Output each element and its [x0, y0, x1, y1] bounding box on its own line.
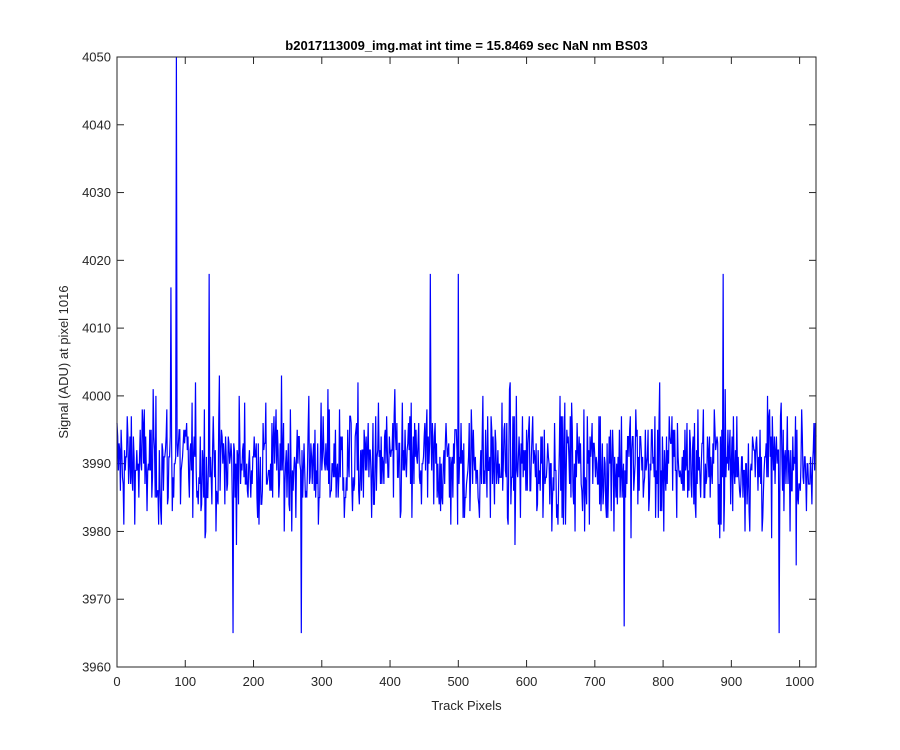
y-tick-label: 4020: [82, 253, 111, 268]
y-tick-label: 4010: [82, 321, 111, 336]
y-tick-label: 4000: [82, 388, 111, 403]
plot-area: [117, 57, 816, 667]
x-tick-label: 500: [447, 674, 469, 689]
chart-title: b2017113009_img.mat int time = 15.8469 s…: [285, 38, 647, 53]
y-tick-label: 3980: [82, 524, 111, 539]
x-tick-label: 200: [243, 674, 265, 689]
y-tick-label: 3960: [82, 660, 111, 675]
x-axis-label: Track Pixels: [431, 698, 502, 713]
x-tick-label: 100: [174, 674, 196, 689]
y-axis-ticks: 3960 3970 3980 3990 4000 4010 4020 4030 4040 4050: [82, 50, 816, 675]
x-tick-label: 700: [584, 674, 606, 689]
x-tick-label: 0: [113, 674, 120, 689]
y-tick-label: 3970: [82, 592, 111, 607]
y-axis-label: Signal (ADU) at pixel 1016: [56, 285, 71, 438]
x-axis-ticks: 0 100 200 300 400 500 600 700 800 900 1000: [113, 57, 814, 689]
x-tick-label: 1000: [785, 674, 814, 689]
x-tick-label: 400: [379, 674, 401, 689]
y-tick-label: 3990: [82, 456, 111, 471]
plot-frame: [116, 56, 817, 668]
y-tick-label: 4040: [82, 117, 111, 132]
x-tick-label: 600: [516, 674, 538, 689]
x-tick-label: 800: [652, 674, 674, 689]
signal-series-line: [116, 56, 817, 634]
y-tick-label: 4030: [82, 185, 111, 200]
y-tick-label: 4050: [82, 50, 111, 65]
x-tick-label: 300: [311, 674, 333, 689]
x-tick-label: 900: [721, 674, 743, 689]
